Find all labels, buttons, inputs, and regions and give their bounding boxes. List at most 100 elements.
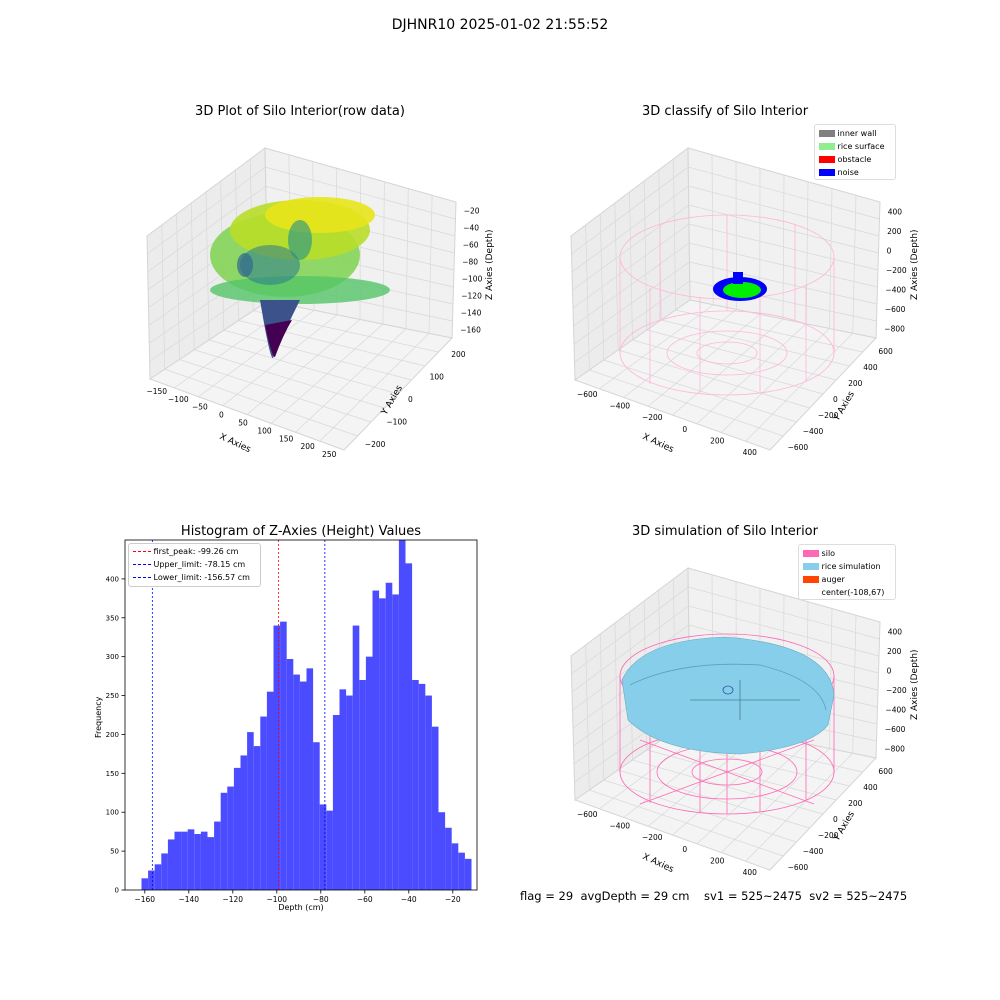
x-tick-label: 0 <box>219 411 224 420</box>
panel2-zlabel: Z Axies (Depth) <box>910 229 920 300</box>
z-tick-label: −400 <box>885 285 906 294</box>
histogram-bar <box>438 812 446 890</box>
grid-line <box>672 738 784 836</box>
grid-line <box>147 166 456 255</box>
histogram-bar <box>385 582 393 890</box>
histogram-ylabel: Frequency <box>94 696 103 738</box>
x-tick-label: 50 <box>238 419 248 428</box>
grid-line <box>147 185 456 273</box>
x-tick-label: −400 <box>609 402 630 411</box>
z-tick-label: 200 <box>887 647 902 656</box>
y-tick-label: 0 <box>833 395 838 404</box>
histogram-bar <box>207 837 215 890</box>
histogram-xtick-label: −100 <box>266 895 287 904</box>
grid-line <box>223 329 412 381</box>
histogram-ytick-label: 200 <box>106 731 119 739</box>
histogram-ytick-label: 100 <box>106 809 119 817</box>
z-tick-label: −80 <box>462 258 478 267</box>
grid-line <box>646 329 837 381</box>
histogram-bar <box>425 695 432 890</box>
panel1-zlabel: Z Axies (Depth) <box>485 229 495 300</box>
panel1-point-cloud <box>210 197 390 359</box>
histogram-bar <box>141 878 149 890</box>
panel4-3d-plot: −600−400−20002004006004002000−200−400−60… <box>570 567 907 877</box>
histogram-bar <box>326 810 333 890</box>
histogram-bar <box>451 843 459 890</box>
histogram-xticks: −160 −140 −120 −100 −80 −60 −40 −20 <box>134 890 461 904</box>
x-tick-label: 200 <box>710 437 725 446</box>
grid-line <box>675 309 863 353</box>
histogram-ytick-label: 400 <box>106 575 119 583</box>
histogram-bar <box>392 594 399 890</box>
histogram-bar <box>181 831 188 890</box>
panel1-3d-plot: −150−100−500501001502002502001000−100−20… <box>146 147 483 459</box>
z-tick-label: −800 <box>884 744 905 753</box>
grid-line <box>696 323 807 425</box>
grid-line <box>721 328 830 433</box>
y-tick-label: 400 <box>863 363 878 372</box>
histogram-xlabel: Depth (cm) <box>278 903 324 912</box>
x-tick-label: 200 <box>710 857 725 866</box>
grid-line <box>571 166 880 255</box>
histogram-bar <box>214 821 221 890</box>
panel3-title: Histogram of Z-Axies (Height) Values <box>180 524 422 539</box>
y-tick-label: −200 <box>818 831 839 840</box>
z-tick-label: 400 <box>888 208 903 217</box>
legend-item-noise: noise <box>819 168 859 177</box>
legend-item-auger: auger <box>803 575 845 584</box>
histogram-xtick-label: −40 <box>401 895 417 904</box>
legend-item-rice-surface: rice surface <box>819 142 885 151</box>
histogram-bar <box>352 625 360 890</box>
grid-line <box>571 185 880 273</box>
histogram-ytick-label: 0 <box>115 887 119 895</box>
grid-line <box>573 261 878 345</box>
legend-item-lower-limit: Lower_limit: -156.57 cm <box>133 573 250 582</box>
x-tick-label: 150 <box>279 434 294 443</box>
z-tick-label: −120 <box>461 292 482 301</box>
histogram-ytick-label: 250 <box>106 692 119 700</box>
histogram-bar <box>273 625 281 890</box>
grid-line <box>572 223 879 309</box>
grid-line <box>571 586 880 675</box>
legend-item-center: center(-108,67) <box>821 588 885 597</box>
histogram-bar <box>260 716 267 890</box>
legend-item-rice-simulation: rice simulation <box>803 562 881 571</box>
histogram-chart: −160 −140 −120 −100 −80 −60 −40 −20 0 50 100 150 20… <box>106 539 478 904</box>
histogram-bar <box>161 853 168 890</box>
x-tick-label: 400 <box>743 448 758 457</box>
histogram-bar <box>398 540 406 890</box>
z-tick-label: −800 <box>884 324 905 333</box>
x-tick-label: −600 <box>577 390 598 399</box>
histogram-xtick-label: −120 <box>222 895 243 904</box>
x-tick-label: −600 <box>577 810 598 819</box>
z-tick-label: 200 <box>887 227 902 236</box>
histogram-ytick-label: 350 <box>106 614 119 622</box>
grid-line <box>574 280 877 363</box>
z-tick-label: −400 <box>885 705 906 714</box>
y-tick-label: 400 <box>863 783 878 792</box>
x-tick-label: 100 <box>257 426 272 435</box>
histogram-bar <box>313 742 320 890</box>
histogram-bar <box>458 852 465 890</box>
grid-line <box>572 204 879 291</box>
histogram-bar <box>174 831 182 890</box>
histogram-bar <box>332 715 340 890</box>
legend-item-first-peak: first_peak: -99.26 cm <box>133 547 238 556</box>
z-tick-label: −600 <box>885 725 906 734</box>
grid-line <box>661 319 850 367</box>
histogram-axes-frame <box>124 539 478 891</box>
z-tick-label: 400 <box>888 628 903 637</box>
histogram-bar <box>227 786 234 890</box>
z-tick-label: −200 <box>886 686 907 695</box>
panel1-title: 3D Plot of Silo Interior(row data) <box>195 104 405 119</box>
histogram-yticks: 0 50 100 150 200 250 300 350 400 <box>106 575 125 895</box>
histogram-bar <box>148 870 155 890</box>
histogram-bar <box>253 746 261 890</box>
y-tick-label: 100 <box>430 373 445 382</box>
y-tick-label: 0 <box>408 395 413 404</box>
histogram-bar <box>379 598 386 890</box>
histogram-bar <box>299 681 307 890</box>
x-tick-label: 200 <box>301 442 316 451</box>
histogram-bar <box>220 792 228 890</box>
panel2-classified-points <box>713 272 767 301</box>
